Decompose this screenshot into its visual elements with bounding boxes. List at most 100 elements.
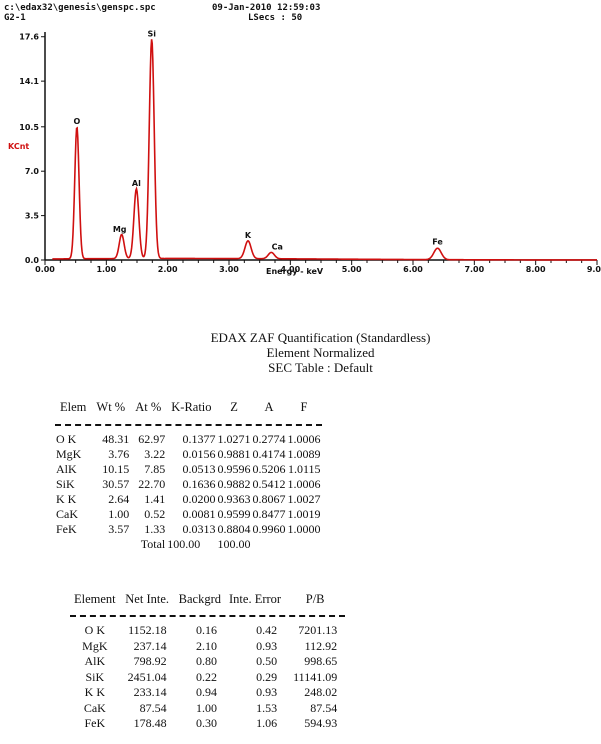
int-header-pb: P/B	[305, 592, 325, 606]
zaf-table-body: O K 48.31 62.97 0.1377 1.0271 0.2774 1.0006 MgK…	[55, 432, 322, 537]
spectrum-lsecs: LSecs : 50	[248, 13, 302, 23]
zaf-cell: CaK	[56, 507, 78, 521]
zaf-cell: 10.15	[102, 462, 130, 476]
intensity-cell: MgK	[82, 638, 108, 653]
zaf-header-elem: Elem	[60, 400, 87, 414]
zaf-table-row: CaK 1.00 0.52 0.0081 0.9599 0.8477 1.0019	[55, 507, 322, 522]
spectrum-chart: c:\edax32\genesis\genspc.spc 09-Jan-2010…	[0, 0, 601, 285]
intensity-cell: 11141.09	[293, 669, 338, 684]
y-tick-label: 10.5	[19, 123, 39, 132]
zaf-total-wt: 100.00	[167, 537, 201, 551]
peak-label-ca: Ca	[272, 243, 283, 252]
zaf-total-label: Total	[140, 537, 166, 551]
report-subtitle: Element Normalized	[266, 345, 375, 360]
intensity-cell: 0.94	[196, 685, 218, 699]
intensity-table: Element Net Inte. Backgrd Inte. Error P/…	[70, 592, 346, 732]
intensity-cell: 237.14	[133, 638, 167, 653]
peak-label-k: K	[245, 231, 252, 240]
peak-labels: O Mg Al Si K Ca Fe	[73, 30, 443, 252]
zaf-cell: 0.52	[144, 507, 166, 521]
zaf-cell: 22.70	[138, 477, 166, 491]
zaf-cell: 2.64	[108, 492, 130, 506]
ticks: 0.0 3.5 7.0 10.5 14.1 17.6 0.00 1.00 2.00 3.00 4.0…	[19, 33, 601, 274]
intensity-cell: O K	[84, 623, 105, 637]
zaf-table-row: AlK 10.15 7.85 0.0513 0.9596 0.5206 1.0115	[55, 462, 322, 477]
zaf-cell: SiK	[56, 477, 75, 491]
zaf-cell: 0.4174	[252, 447, 286, 461]
peak-label-mg: Mg	[113, 225, 127, 234]
spectrum-line	[52, 39, 598, 261]
peak-label-al: Al	[132, 179, 141, 188]
zaf-total-at: 100.00	[217, 537, 251, 551]
y-tick-label: 17.6	[19, 33, 39, 42]
zaf-cell: K K	[56, 492, 77, 506]
zaf-cell: 48.31	[102, 432, 130, 446]
intensity-cell: 0.50	[256, 654, 278, 668]
intensity-cell: SiK	[85, 669, 105, 684]
peak-label-si: Si	[147, 30, 156, 39]
intensity-cell: 2451.04	[127, 669, 167, 684]
zaf-header-z: Z	[230, 400, 238, 414]
zaf-cell: 0.9882	[217, 477, 251, 491]
intensity-cell: 178.48	[133, 716, 167, 730]
intensity-cell: 1152.18	[128, 623, 167, 637]
y-axis-label: KCnt	[8, 142, 29, 151]
intensity-cell: 998.65	[304, 654, 338, 668]
zaf-cell: 3.22	[144, 447, 166, 461]
zaf-table-row: MgK 3.76 3.22 0.0156 0.9881 0.4174 1.0089	[55, 447, 322, 462]
intensity-cell: 0.29	[256, 669, 278, 684]
zaf-cell: 0.8067	[252, 492, 286, 506]
intensity-table-row: MgK 237.14 2.10 0.93 112.92	[70, 639, 345, 655]
zaf-cell: 0.9596	[217, 462, 251, 476]
intensity-cell: 0.30	[196, 716, 218, 730]
zaf-cell: 0.1377	[182, 432, 216, 446]
zaf-cell: 62.97	[138, 432, 166, 446]
report-title: EDAX ZAF Quantification (Standardless)	[210, 330, 431, 345]
spectrum-code: G2-1	[4, 13, 26, 23]
zaf-table-row: SiK 30.57 22.70 0.1636 0.9882 0.5412 1.0006	[55, 477, 322, 492]
intensity-cell: 594.93	[304, 716, 338, 730]
y-tick-label: 7.0	[25, 167, 40, 176]
intensity-cell: 0.22	[196, 669, 218, 684]
zaf-table-row: O K 48.31 62.97 0.1377 1.0271 0.2774 1.0006	[55, 432, 322, 447]
intensity-cell: AlK	[84, 654, 106, 668]
intensity-table-row: AlK 798.92 0.80 0.50 998.65	[70, 654, 345, 670]
y-tick-label: 14.1	[19, 77, 39, 86]
zaf-header-f: F	[300, 400, 308, 414]
zaf-cell: 1.0027	[287, 492, 321, 506]
spectrum-date: 09-Jan-2010 12:59:03	[212, 3, 320, 13]
zaf-cell: 0.9599	[217, 507, 251, 521]
zaf-cell: 0.0313	[182, 522, 216, 536]
int-header-error: Inte. Error	[229, 592, 282, 606]
x-tick-label: 8.00	[526, 265, 546, 274]
intensity-table-header: Element Net Inte. Backgrd Inte. Error P/…	[70, 592, 345, 611]
x-tick-label: 6.00	[403, 265, 423, 274]
intensity-cell: 0.80	[196, 654, 218, 668]
x-tick-label: 2.00	[158, 265, 178, 274]
intensity-table-body: O K 1152.18 0.16 0.42 7201.13 MgK 237.14 2.10 0.…	[70, 623, 345, 732]
y-tick-label: 0.0	[25, 256, 40, 265]
zaf-header-kratio: K-Ratio	[171, 400, 212, 414]
peak-label-fe: Fe	[432, 238, 443, 247]
spectrum-file-path: c:\edax32\genesis\genspc.spc	[4, 2, 156, 13]
zaf-cell: 1.33	[144, 522, 166, 536]
intensity-cell: 0.42	[256, 623, 278, 637]
zaf-cell: 1.0271	[217, 432, 251, 446]
intensity-cell: FeK	[84, 716, 106, 730]
peak-label-o: O	[73, 117, 80, 126]
zaf-cell: 0.8477	[252, 507, 286, 521]
zaf-table-row: FeK 3.57 1.33 0.0313 0.8804 0.9960 1.0000	[55, 522, 322, 537]
zaf-cell: 30.57	[102, 477, 130, 491]
int-header-net: Net Inte.	[125, 592, 170, 606]
zaf-cell: 1.0000	[287, 522, 321, 536]
intensity-cell: 0.93	[256, 638, 278, 653]
intensity-cell: 0.93	[256, 685, 278, 699]
intensity-cell: K K	[84, 685, 105, 699]
x-tick-label: 5.00	[342, 265, 362, 274]
zaf-header-a: A	[264, 400, 274, 414]
int-header-element: Element	[74, 592, 116, 606]
intensity-cell: 7201.13	[298, 623, 338, 637]
y-tick-label: 3.5	[25, 212, 40, 221]
zaf-cell: 0.0156	[182, 447, 216, 461]
intensity-cell: 233.14	[133, 685, 167, 699]
